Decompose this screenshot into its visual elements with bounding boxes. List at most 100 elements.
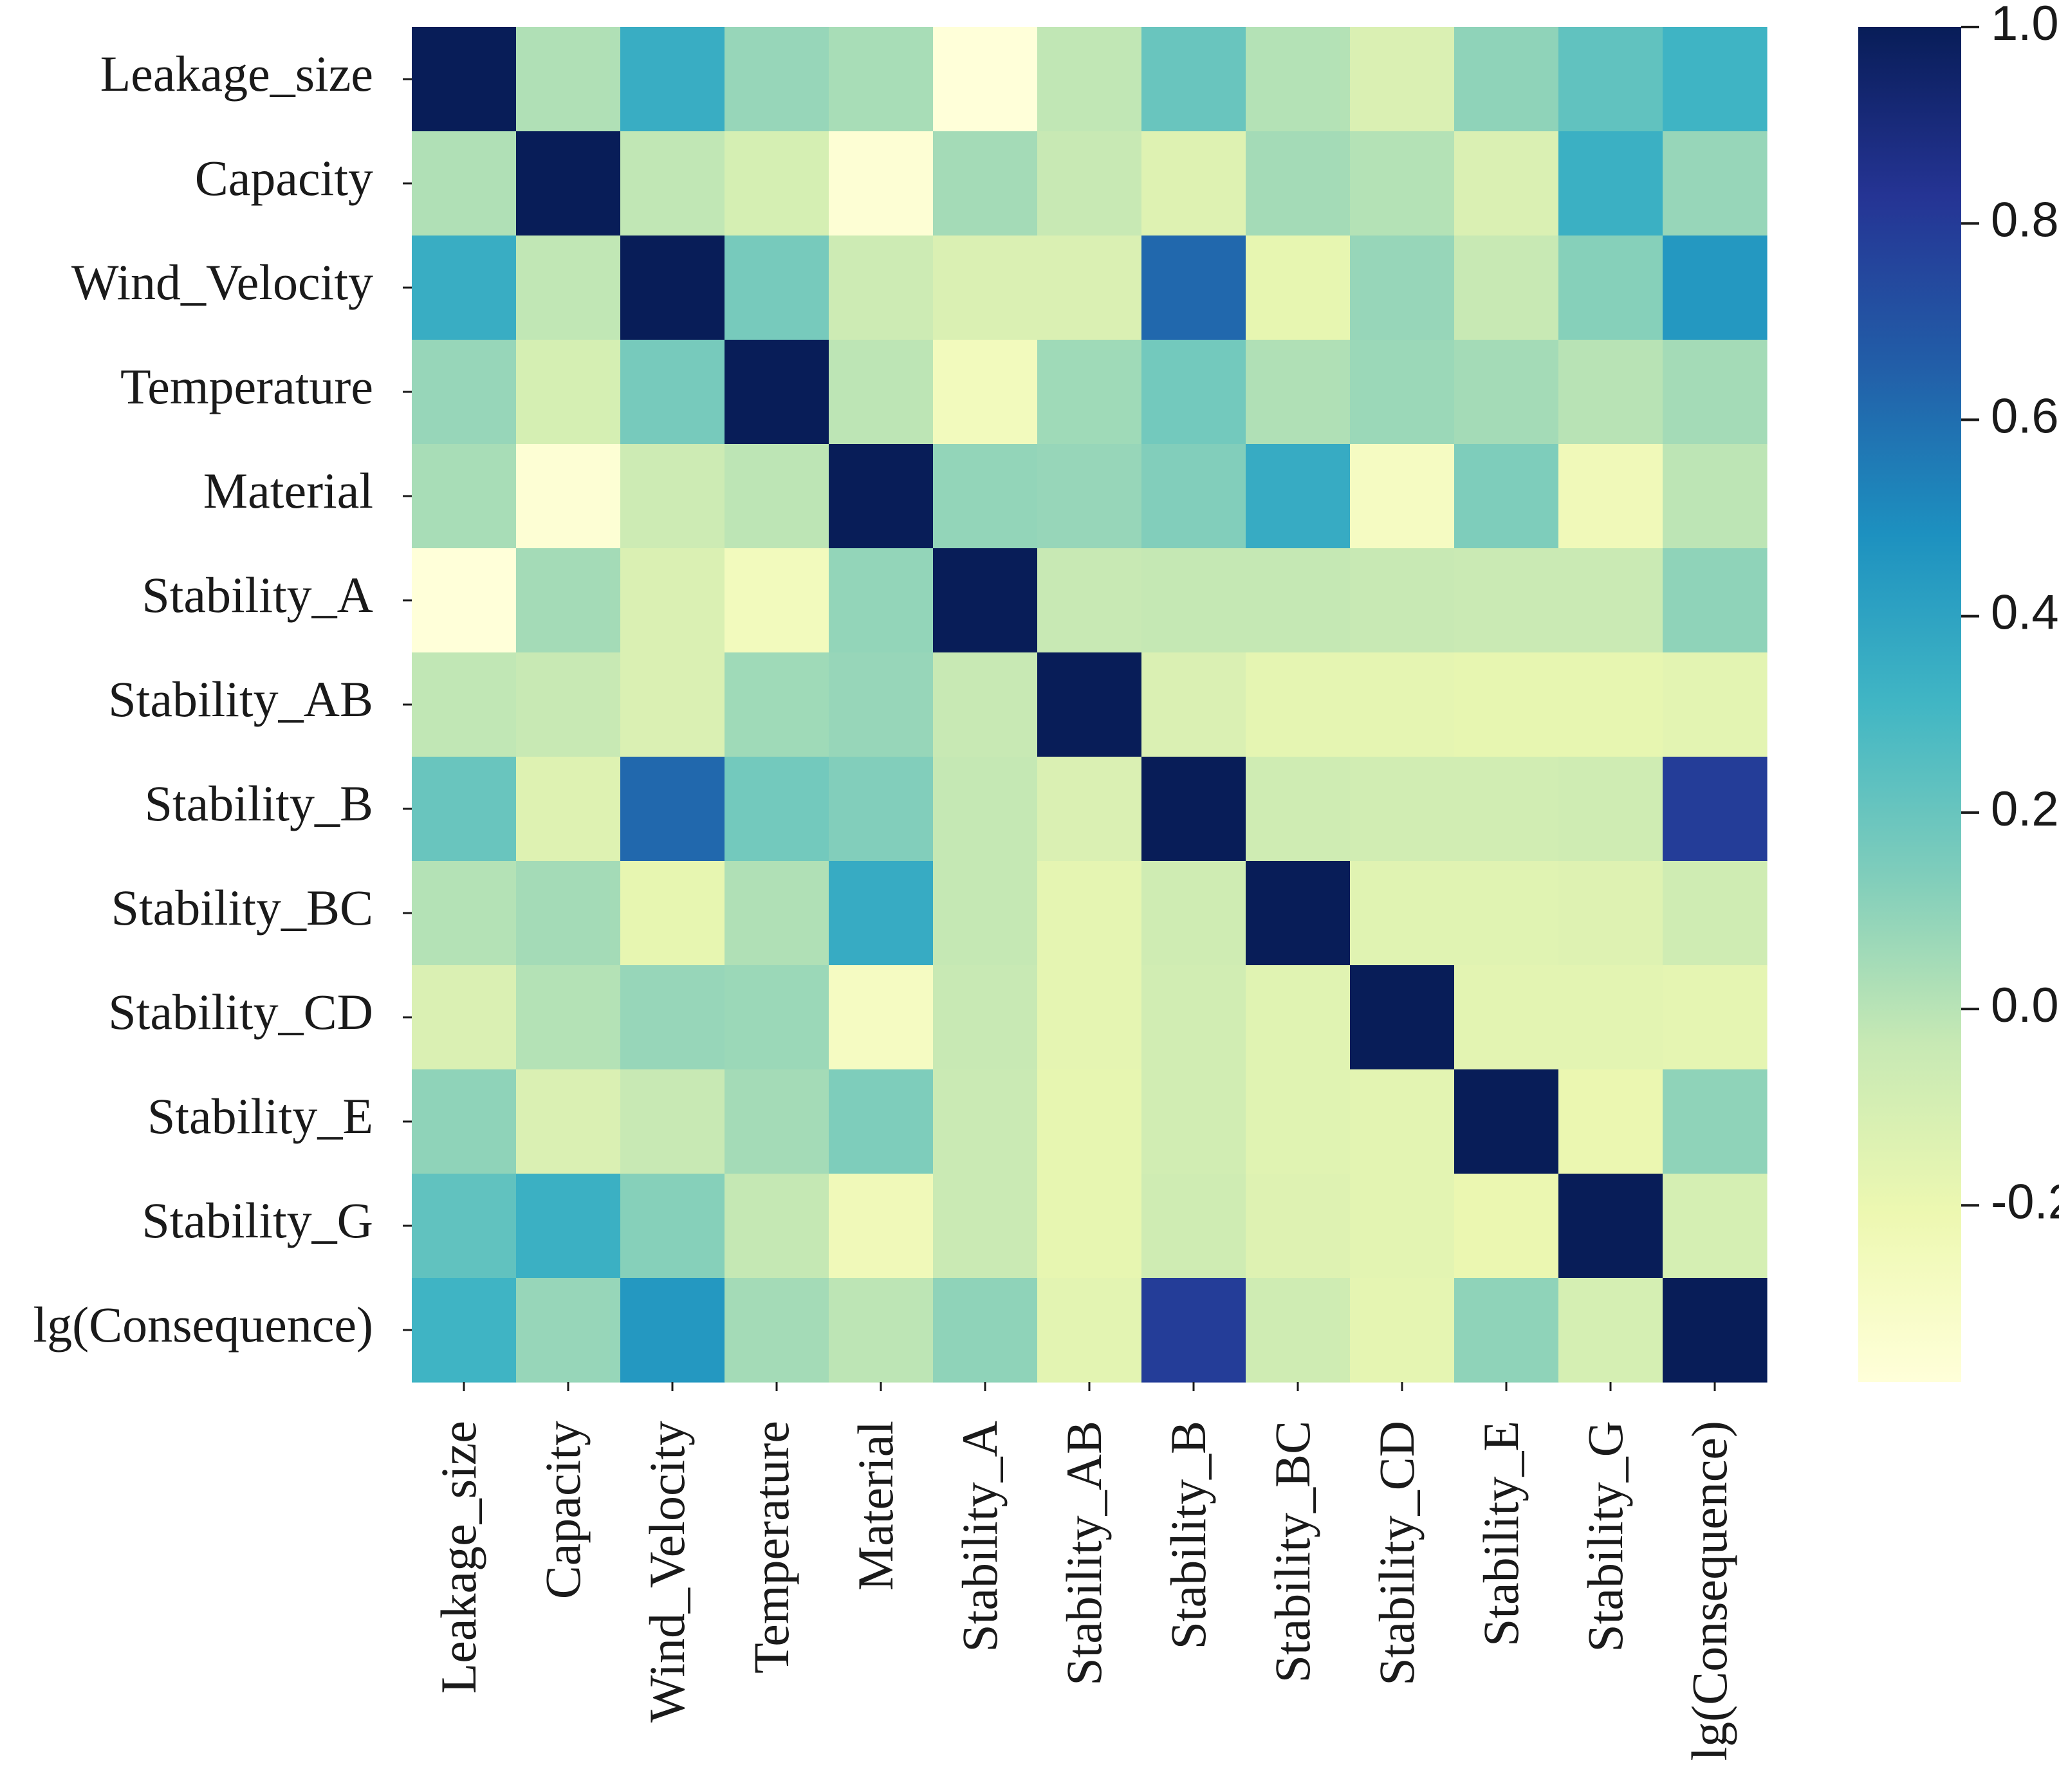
heatmap-cell-10-9 xyxy=(1350,1069,1455,1174)
heatmap-cell-3-8 xyxy=(1246,340,1351,445)
heatmap-cell-0-8 xyxy=(1246,27,1351,132)
heatmap-cell-11-5 xyxy=(933,1174,1038,1279)
heatmap-cell-2-1 xyxy=(516,236,621,340)
heatmap-cell-3-1 xyxy=(516,340,621,445)
heatmap-cell-1-10 xyxy=(1454,131,1559,236)
heatmap-cell-2-12 xyxy=(1663,236,1768,340)
heatmap-cell-7-9 xyxy=(1350,757,1455,862)
heatmap-cell-9-5 xyxy=(933,965,1038,1070)
heatmap-cell-10-3 xyxy=(725,1069,829,1174)
heatmap-cell-1-1 xyxy=(516,131,621,236)
heatmap-cell-5-8 xyxy=(1246,548,1351,653)
heatmap-cell-0-4 xyxy=(829,27,934,132)
heatmap-cell-9-0 xyxy=(412,965,517,1070)
colorbar-tick-label-0: 1.0 xyxy=(1991,0,2059,51)
heatmap-cell-6-11 xyxy=(1558,652,1663,757)
heatmap-cell-2-8 xyxy=(1246,236,1351,340)
heatmap-cell-2-2 xyxy=(620,236,725,340)
heatmap-cell-4-12 xyxy=(1663,444,1768,549)
heatmap-cell-0-10 xyxy=(1454,27,1559,132)
heatmap-cell-3-11 xyxy=(1558,340,1663,445)
heatmap-cell-12-9 xyxy=(1350,1278,1455,1383)
column-labels: Leakage_size Capacity Wind_Velocity Tempera… xyxy=(430,1382,1737,1760)
heatmap-cell-1-7 xyxy=(1141,131,1246,236)
heatmap-cell-10-4 xyxy=(829,1069,934,1174)
heatmap-cell-5-3 xyxy=(725,548,829,653)
heatmap-cell-3-10 xyxy=(1454,340,1559,445)
heatmap-cell-1-8 xyxy=(1246,131,1351,236)
heatmap-cell-11-2 xyxy=(620,1174,725,1279)
heatmap-cell-7-6 xyxy=(1037,757,1142,862)
heatmap-cell-7-5 xyxy=(933,757,1038,862)
heatmap-cell-5-7 xyxy=(1141,548,1246,653)
row-label-3: Temperature xyxy=(120,358,373,414)
col-label-12: lg(Consequence) xyxy=(1681,1421,1737,1760)
heatmap-cell-1-12 xyxy=(1663,131,1768,236)
heatmap-cell-7-8 xyxy=(1246,757,1351,862)
heatmap-cell-5-4 xyxy=(829,548,934,653)
heatmap-cell-0-9 xyxy=(1350,27,1455,132)
heatmap-cell-0-7 xyxy=(1141,27,1246,132)
heatmap-cell-2-0 xyxy=(412,236,517,340)
heatmap-cell-9-11 xyxy=(1558,965,1663,1070)
heatmap-cell-8-5 xyxy=(933,861,1038,966)
heatmap-cell-1-5 xyxy=(933,131,1038,236)
heatmap-cell-11-12 xyxy=(1663,1174,1768,1279)
heatmap-cell-8-0 xyxy=(412,861,517,966)
heatmap-cell-9-8 xyxy=(1246,965,1351,1070)
heatmap-cell-4-4 xyxy=(829,444,934,549)
row-label-6: Stability_AB xyxy=(108,671,373,727)
heatmap-cell-5-5 xyxy=(933,548,1038,653)
heatmap-cell-6-3 xyxy=(725,652,829,757)
heatmap-cell-8-11 xyxy=(1558,861,1663,966)
heatmap-cell-12-6 xyxy=(1037,1278,1142,1383)
heatmap-cell-5-10 xyxy=(1454,548,1559,653)
heatmap-cell-6-6 xyxy=(1037,652,1142,757)
heatmap-cell-0-5 xyxy=(933,27,1038,132)
heatmap-cell-11-9 xyxy=(1350,1174,1455,1279)
heatmap-cell-10-10 xyxy=(1454,1069,1559,1174)
heatmap-cell-2-5 xyxy=(933,236,1038,340)
heatmap-cell-11-1 xyxy=(516,1174,621,1279)
heatmap-cells xyxy=(412,27,1768,1383)
heatmap-cell-12-5 xyxy=(933,1278,1038,1383)
heatmap-cell-11-4 xyxy=(829,1174,934,1279)
heatmap-cell-11-0 xyxy=(412,1174,517,1279)
heatmap-cell-10-11 xyxy=(1558,1069,1663,1174)
heatmap-cell-5-0 xyxy=(412,548,517,653)
heatmap-cell-2-6 xyxy=(1037,236,1142,340)
col-label-10: Stability_E xyxy=(1473,1421,1529,1647)
heatmap-cell-7-12 xyxy=(1663,757,1768,862)
heatmap-cell-4-10 xyxy=(1454,444,1559,549)
row-label-9: Stability_CD xyxy=(108,984,373,1040)
heatmap-cell-4-9 xyxy=(1350,444,1455,549)
heatmap-cell-8-3 xyxy=(725,861,829,966)
heatmap-cell-12-0 xyxy=(412,1278,517,1383)
heatmap-cell-8-9 xyxy=(1350,861,1455,966)
heatmap-cell-1-6 xyxy=(1037,131,1142,236)
col-label-5: Stability_A xyxy=(952,1421,1008,1652)
heatmap-cell-9-9 xyxy=(1350,965,1455,1070)
heatmap-cell-6-8 xyxy=(1246,652,1351,757)
heatmap-cell-1-9 xyxy=(1350,131,1455,236)
heatmap-cell-6-2 xyxy=(620,652,725,757)
heatmap-cell-3-5 xyxy=(933,340,1038,445)
heatmap-cell-4-11 xyxy=(1558,444,1663,549)
heatmap-cell-9-2 xyxy=(620,965,725,1070)
heatmap-cell-7-10 xyxy=(1454,757,1559,862)
colorbar-tick-label-6: -0.2 xyxy=(1991,1174,2059,1229)
heatmap-cell-0-1 xyxy=(516,27,621,132)
heatmap-cell-6-7 xyxy=(1141,652,1246,757)
heatmap-cell-11-7 xyxy=(1141,1174,1246,1279)
heatmap-cell-5-11 xyxy=(1558,548,1663,653)
heatmap-cell-3-12 xyxy=(1663,340,1768,445)
heatmap-cell-9-4 xyxy=(829,965,934,1070)
heatmap-cell-8-1 xyxy=(516,861,621,966)
row-label-1: Capacity xyxy=(195,150,373,206)
heatmap-cell-11-6 xyxy=(1037,1174,1142,1279)
col-label-11: Stability_G xyxy=(1577,1421,1633,1652)
colorbar-tick-label-1: 0.8 xyxy=(1991,192,2059,247)
heatmap-cell-7-0 xyxy=(412,757,517,862)
heatmap-cell-7-2 xyxy=(620,757,725,862)
colorbar-tick-label-2: 0.6 xyxy=(1991,389,2059,444)
